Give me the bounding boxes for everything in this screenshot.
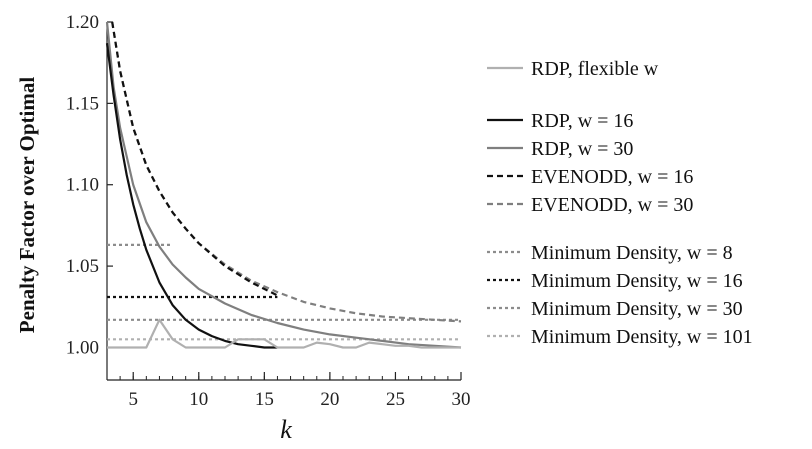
legend-label-8: Minimum Density, w = 30 (531, 298, 743, 320)
legend-label-4: EVENODD, w = 16 (531, 166, 693, 188)
x-tick-label: 5 (128, 389, 138, 410)
legend-label-5: EVENODD, w = 30 (531, 194, 693, 216)
y-tick-label: 1.05 (66, 256, 99, 277)
legend-label-6: Minimum Density, w = 8 (531, 242, 733, 264)
x-tick-label: 25 (386, 389, 405, 410)
series-line-5 (111, 21, 462, 323)
x-axis-title: k (280, 415, 292, 444)
legend-label-1: RDP, flexible w (531, 58, 659, 80)
y-tick-label: 1.15 (66, 93, 99, 114)
axes: 1.00 1.05 1.10 1.15 1.20 5 10 15 20 25 30 k Penalty … (15, 12, 471, 444)
series-line-2 (105, 43, 278, 349)
legend-label-2: RDP, w = 16 (531, 110, 633, 132)
y-tick-label: 1.10 (66, 175, 99, 196)
x-tick-label: 15 (255, 389, 274, 410)
series-line-1 (107, 318, 461, 349)
legend-label-3: RDP, w = 30 (531, 138, 633, 160)
legend-label-7: Minimum Density, w = 16 (531, 270, 743, 292)
y-axis-title: Penalty Factor over Optimal (15, 77, 39, 334)
legend-label-9: Minimum Density, w = 101 (531, 326, 753, 348)
x-tick-label: 10 (189, 389, 208, 410)
x-tick-label: 30 (452, 389, 471, 410)
series-line-3 (105, 21, 462, 349)
y-tick-label: 1.20 (66, 12, 99, 33)
plot-area (105, 21, 462, 349)
y-tick-label: 1.00 (66, 337, 99, 358)
series-line-4 (111, 21, 278, 297)
x-tick-label: 20 (320, 389, 339, 410)
legend: RDP, flexible w RDP, w = 16 RDP, w = 30 EVE… (487, 58, 753, 348)
